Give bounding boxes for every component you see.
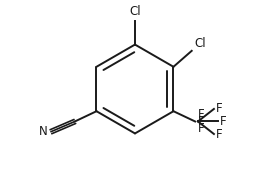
Text: Cl: Cl [194,37,206,50]
Text: F: F [220,115,227,128]
Text: F: F [216,127,223,140]
Text: F: F [198,115,205,128]
Text: F: F [198,108,205,121]
Text: F: F [216,103,223,116]
Text: F: F [198,122,205,135]
Text: N: N [39,125,47,138]
Text: Cl: Cl [129,5,141,18]
